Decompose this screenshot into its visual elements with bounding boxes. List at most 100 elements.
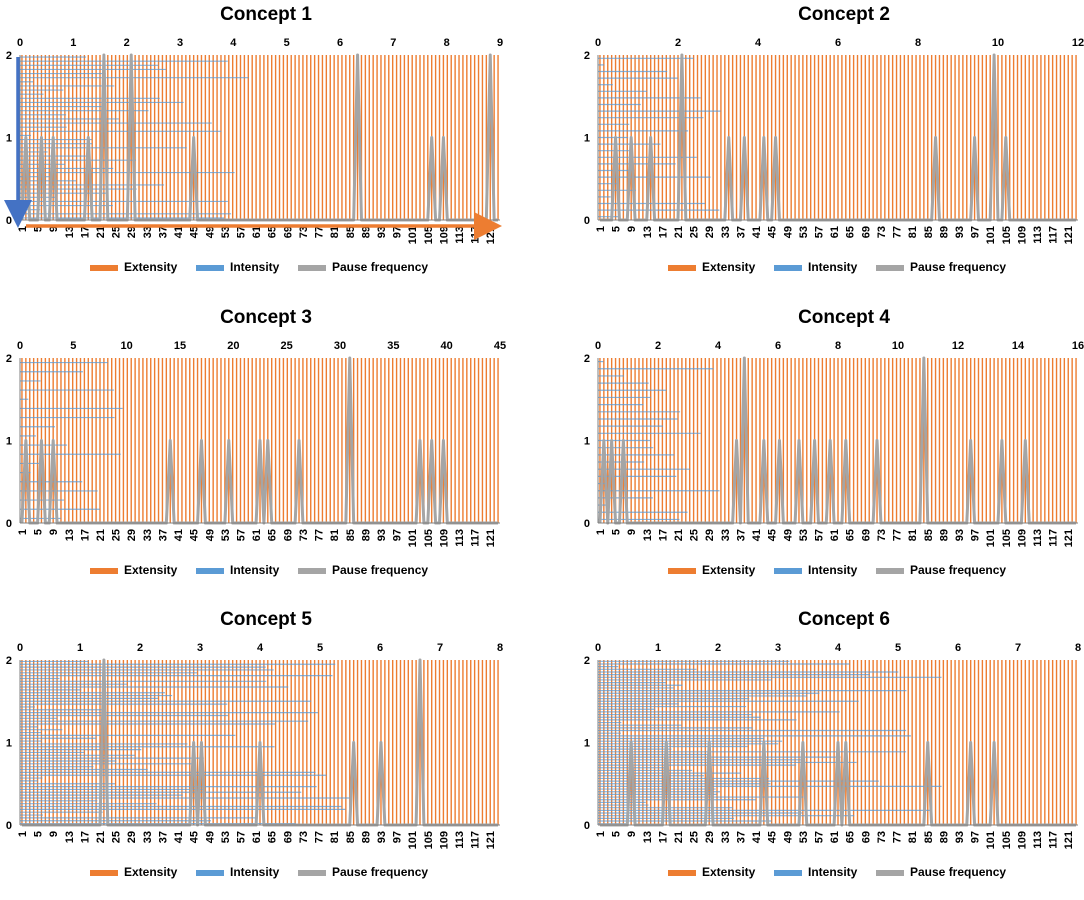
chart-title: Concept 5 xyxy=(220,609,312,630)
x-top-tick-label: 15 xyxy=(174,340,186,352)
x-top-tick-label: 45 xyxy=(494,340,506,352)
x-bottom-tick-label: 21 xyxy=(95,529,107,541)
x-top-tick-label: 0 xyxy=(595,642,601,654)
x-bottom-tick-label: 9 xyxy=(626,831,638,837)
x-bottom-tick-label: 21 xyxy=(95,226,107,238)
x-bottom-tick-label: 101 xyxy=(985,529,997,547)
x-bottom-tick-label: 61 xyxy=(829,529,841,541)
x-bottom-tick-label: 73 xyxy=(876,529,888,541)
x-bottom-tick-label: 25 xyxy=(111,529,123,541)
y-tick-label: 0 xyxy=(6,820,12,832)
x-bottom-tick-label: 93 xyxy=(954,226,966,238)
chart-title: Concept 1 xyxy=(220,4,312,25)
chart-title: Concept 6 xyxy=(798,609,890,630)
x-bottom-tick-label: 109 xyxy=(438,831,450,849)
x-bottom-tick-label: 33 xyxy=(142,226,154,238)
x-bottom-tick-label: 89 xyxy=(938,831,950,843)
x-bottom-tick-label: 85 xyxy=(923,529,935,541)
x-bottom-tick-label: 77 xyxy=(892,831,904,843)
x-bottom-tick-label: 117 xyxy=(1048,831,1060,849)
x-bottom-tick-label: 109 xyxy=(438,529,450,547)
x-bottom-tick-label: 101 xyxy=(985,831,997,849)
legend-swatch-extensity xyxy=(90,265,118,271)
x-bottom-tick-label: 69 xyxy=(860,226,872,238)
x-top-tick-label: 8 xyxy=(444,37,450,49)
x-bottom-tick-label: 29 xyxy=(126,831,138,843)
x-top-tick-label: 12 xyxy=(952,340,964,352)
x-bottom-tick-label: 61 xyxy=(251,529,263,541)
x-bottom-tick-label: 17 xyxy=(657,529,669,541)
extensity-series xyxy=(21,358,499,523)
x-bottom-tick-label: 29 xyxy=(704,226,716,238)
x-bottom-tick-label: 77 xyxy=(314,831,326,843)
x-bottom-tick-label: 45 xyxy=(189,831,201,843)
x-bottom-tick-label: 117 xyxy=(470,226,482,244)
x-bottom-tick-label: 73 xyxy=(876,831,888,843)
y-tick-label: 1 xyxy=(584,738,590,750)
legend: Extensity Intensity Pause frequency xyxy=(90,260,428,274)
intensity-series xyxy=(598,660,942,825)
x-bottom-tick-label: 33 xyxy=(142,529,154,541)
x-bottom-tick-label: 73 xyxy=(298,831,310,843)
legend-swatch-intensity xyxy=(774,568,802,574)
x-bottom-tick-label: 85 xyxy=(345,831,357,843)
x-bottom-tick-label: 113 xyxy=(1032,831,1044,849)
legend-label-intensity: Intensity xyxy=(230,260,280,274)
x-bottom-tick-label: 37 xyxy=(735,831,747,843)
x-bottom-tick-label: 29 xyxy=(126,226,138,238)
chart-title: Concept 3 xyxy=(220,307,312,328)
chart-panel-3: Concept 3 0 1 2 0 5 10 15 20 25 30 35 40 45 1 5 9 13 17 21 2… xyxy=(0,303,536,598)
x-bottom-tick-label: 41 xyxy=(173,529,185,541)
x-bottom-tick-label: 33 xyxy=(142,831,154,843)
x-bottom-tick-label: 37 xyxy=(735,226,747,238)
x-top-tick-label: 8 xyxy=(1075,642,1081,654)
legend-swatch-extensity xyxy=(668,568,696,574)
x-top-tick-label: 10 xyxy=(892,340,904,352)
legend: Extensity Intensity Pause frequency xyxy=(90,563,428,577)
x-bottom-tick-label: 41 xyxy=(173,831,185,843)
x-bottom-tick-label: 45 xyxy=(189,226,201,238)
x-bottom-tick-label: 13 xyxy=(64,529,76,541)
x-bottom-tick-label: 29 xyxy=(704,831,716,843)
x-bottom-tick-label: 113 xyxy=(454,529,466,547)
x-bottom-tick-label: 37 xyxy=(735,529,747,541)
x-top-tick-label: 3 xyxy=(775,642,781,654)
x-top-tick-label: 2 xyxy=(137,642,143,654)
x-top-tick-label: 25 xyxy=(281,340,293,352)
x-bottom-tick-label: 41 xyxy=(173,226,185,238)
x-bottom-tick-label: 9 xyxy=(626,529,638,535)
y-tick-label: 0 xyxy=(6,518,12,530)
x-top-tick-label: 3 xyxy=(197,642,203,654)
legend-swatch-pause xyxy=(876,870,904,876)
x-bottom-tick-label: 89 xyxy=(360,831,372,843)
x-bottom-tick-label: 85 xyxy=(345,226,357,238)
x-bottom-tick-label: 57 xyxy=(235,226,247,238)
x-top-tick-label: 10 xyxy=(121,340,133,352)
legend-swatch-intensity xyxy=(196,568,224,574)
x-top-tick-label: 2 xyxy=(124,37,130,49)
x-bottom-tick-label: 9 xyxy=(48,831,60,837)
x-bottom-tick-label: 45 xyxy=(767,529,779,541)
x-top-tick-label: 2 xyxy=(655,340,661,352)
y-tick-label: 0 xyxy=(6,215,12,227)
legend-label-extensity: Extensity xyxy=(702,563,756,577)
x-bottom-tick-label: 37 xyxy=(157,529,169,541)
x-bottom-tick-label: 89 xyxy=(360,529,372,541)
x-bottom-tick-label: 29 xyxy=(126,529,138,541)
x-bottom-tick-label: 121 xyxy=(1063,226,1075,244)
x-bottom-tick-label: 5 xyxy=(33,831,45,837)
intensity-series xyxy=(598,360,720,521)
x-bottom-tick-label: 101 xyxy=(407,831,419,849)
y-tick-label: 1 xyxy=(584,436,590,448)
x-top-tick-label: 0 xyxy=(17,37,23,49)
legend-swatch-intensity xyxy=(196,265,224,271)
legend-label-pause: Pause frequency xyxy=(332,865,428,879)
x-bottom-tick-label: 81 xyxy=(329,226,341,238)
x-top-tick-label: 1 xyxy=(70,37,76,49)
x-bottom-tick-label: 33 xyxy=(720,226,732,238)
x-bottom-tick-label: 105 xyxy=(423,226,435,244)
legend-label-pause: Pause frequency xyxy=(910,865,1006,879)
legend-label-intensity: Intensity xyxy=(230,865,280,879)
x-bottom-tick-label: 49 xyxy=(204,226,216,238)
